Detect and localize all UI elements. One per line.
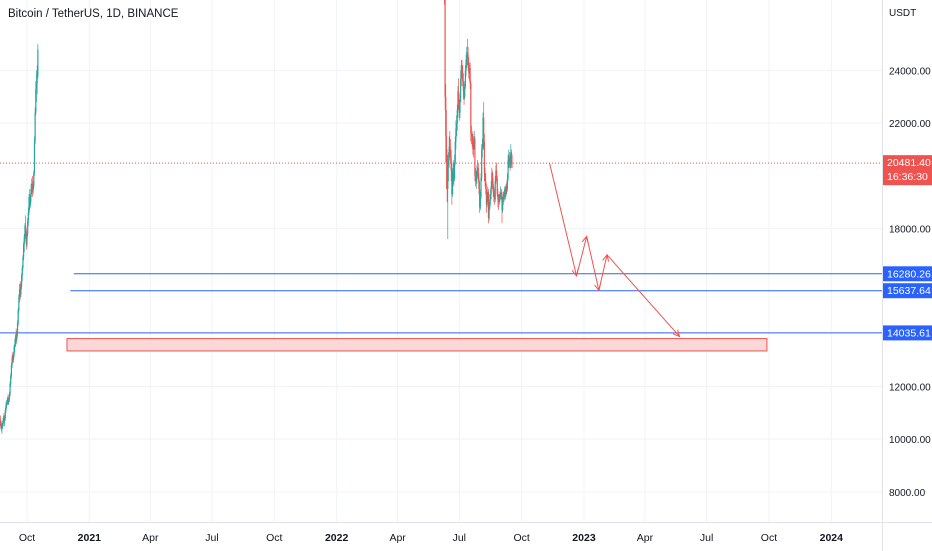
price-scale[interactable]: USDT 24000.00 22000.00 18000.00 12000.00 100… — [882, 0, 932, 522]
level-badge-label: 15637.64 — [887, 285, 931, 297]
candle-body — [444, 0, 445, 97]
time-tick-label: Oct — [19, 532, 35, 544]
time-scale[interactable]: Oct 2021 Apr Jul Oct 2022 Apr Jul Oct 2023 Apr Jul O… — [0, 522, 882, 551]
candle-body — [512, 163, 513, 164]
time-tick-label: Oct — [761, 532, 777, 544]
candlesticks — [0, 0, 513, 450]
price-tick-label: 8000.00 — [889, 488, 926, 499]
current-price-badge-label: 16:36:30 — [887, 171, 928, 183]
price-tick-label: 18000.00 — [889, 225, 931, 236]
candle-body — [35, 113, 36, 142]
projection-arrow-segment — [607, 255, 680, 337]
price-tick-labels: 24000.00 22000.00 18000.00 12000.00 10000.00… — [889, 67, 931, 499]
candle-body — [480, 178, 481, 196]
price-tick-label: 12000.00 — [889, 383, 931, 394]
time-tick-label: Apr — [637, 532, 654, 544]
time-tick-label: Jul — [205, 532, 218, 544]
price-tick-label: 10000.00 — [889, 435, 931, 446]
symbol-title: Bitcoin / TetherUS, 1D, BINANCE — [6, 8, 180, 20]
projection-arrow-segment — [549, 163, 576, 276]
candle-body — [37, 49, 38, 75]
horizontal-levels — [0, 274, 882, 333]
time-tick-label: 2022 — [325, 532, 349, 544]
candle-body — [495, 181, 496, 199]
scale-corner — [882, 522, 932, 551]
price-pane[interactable] — [0, 0, 882, 522]
time-tick-label: Jul — [453, 532, 466, 544]
time-tick-label: Apr — [142, 532, 159, 544]
level-badge-label: 16280.26 — [887, 268, 931, 280]
projection-arrow-segment — [577, 236, 587, 275]
candle-body — [34, 142, 35, 174]
current-price-badge-label: 20481.40 — [887, 157, 931, 169]
projection-arrow-segment — [587, 236, 599, 290]
level-badge-label: 14035.61 — [887, 327, 931, 339]
time-tick-labels: Oct 2021 Apr Jul Oct 2022 Apr Jul Oct 2023 Apr Jul O… — [19, 532, 843, 544]
time-tick-label: 2023 — [572, 532, 596, 544]
support-zone — [67, 339, 767, 351]
currency-label: USDT — [889, 8, 916, 19]
time-tick-label: Apr — [389, 532, 406, 544]
time-tick-label: 2024 — [820, 532, 844, 544]
support-zone-rect — [67, 339, 767, 351]
projection-arrows — [549, 163, 679, 337]
time-tick-label: Oct — [513, 532, 529, 544]
price-badges: 16280.26 15637.64 14035.61 20481.40 16:36:30 — [883, 155, 932, 340]
time-tick-label: Oct — [266, 532, 282, 544]
time-tick-label: 2021 — [78, 532, 102, 544]
time-tick-label: Jul — [700, 532, 713, 544]
price-tick-label: 24000.00 — [889, 67, 931, 78]
price-tick-label: 22000.00 — [889, 119, 931, 130]
grid — [0, 0, 882, 522]
